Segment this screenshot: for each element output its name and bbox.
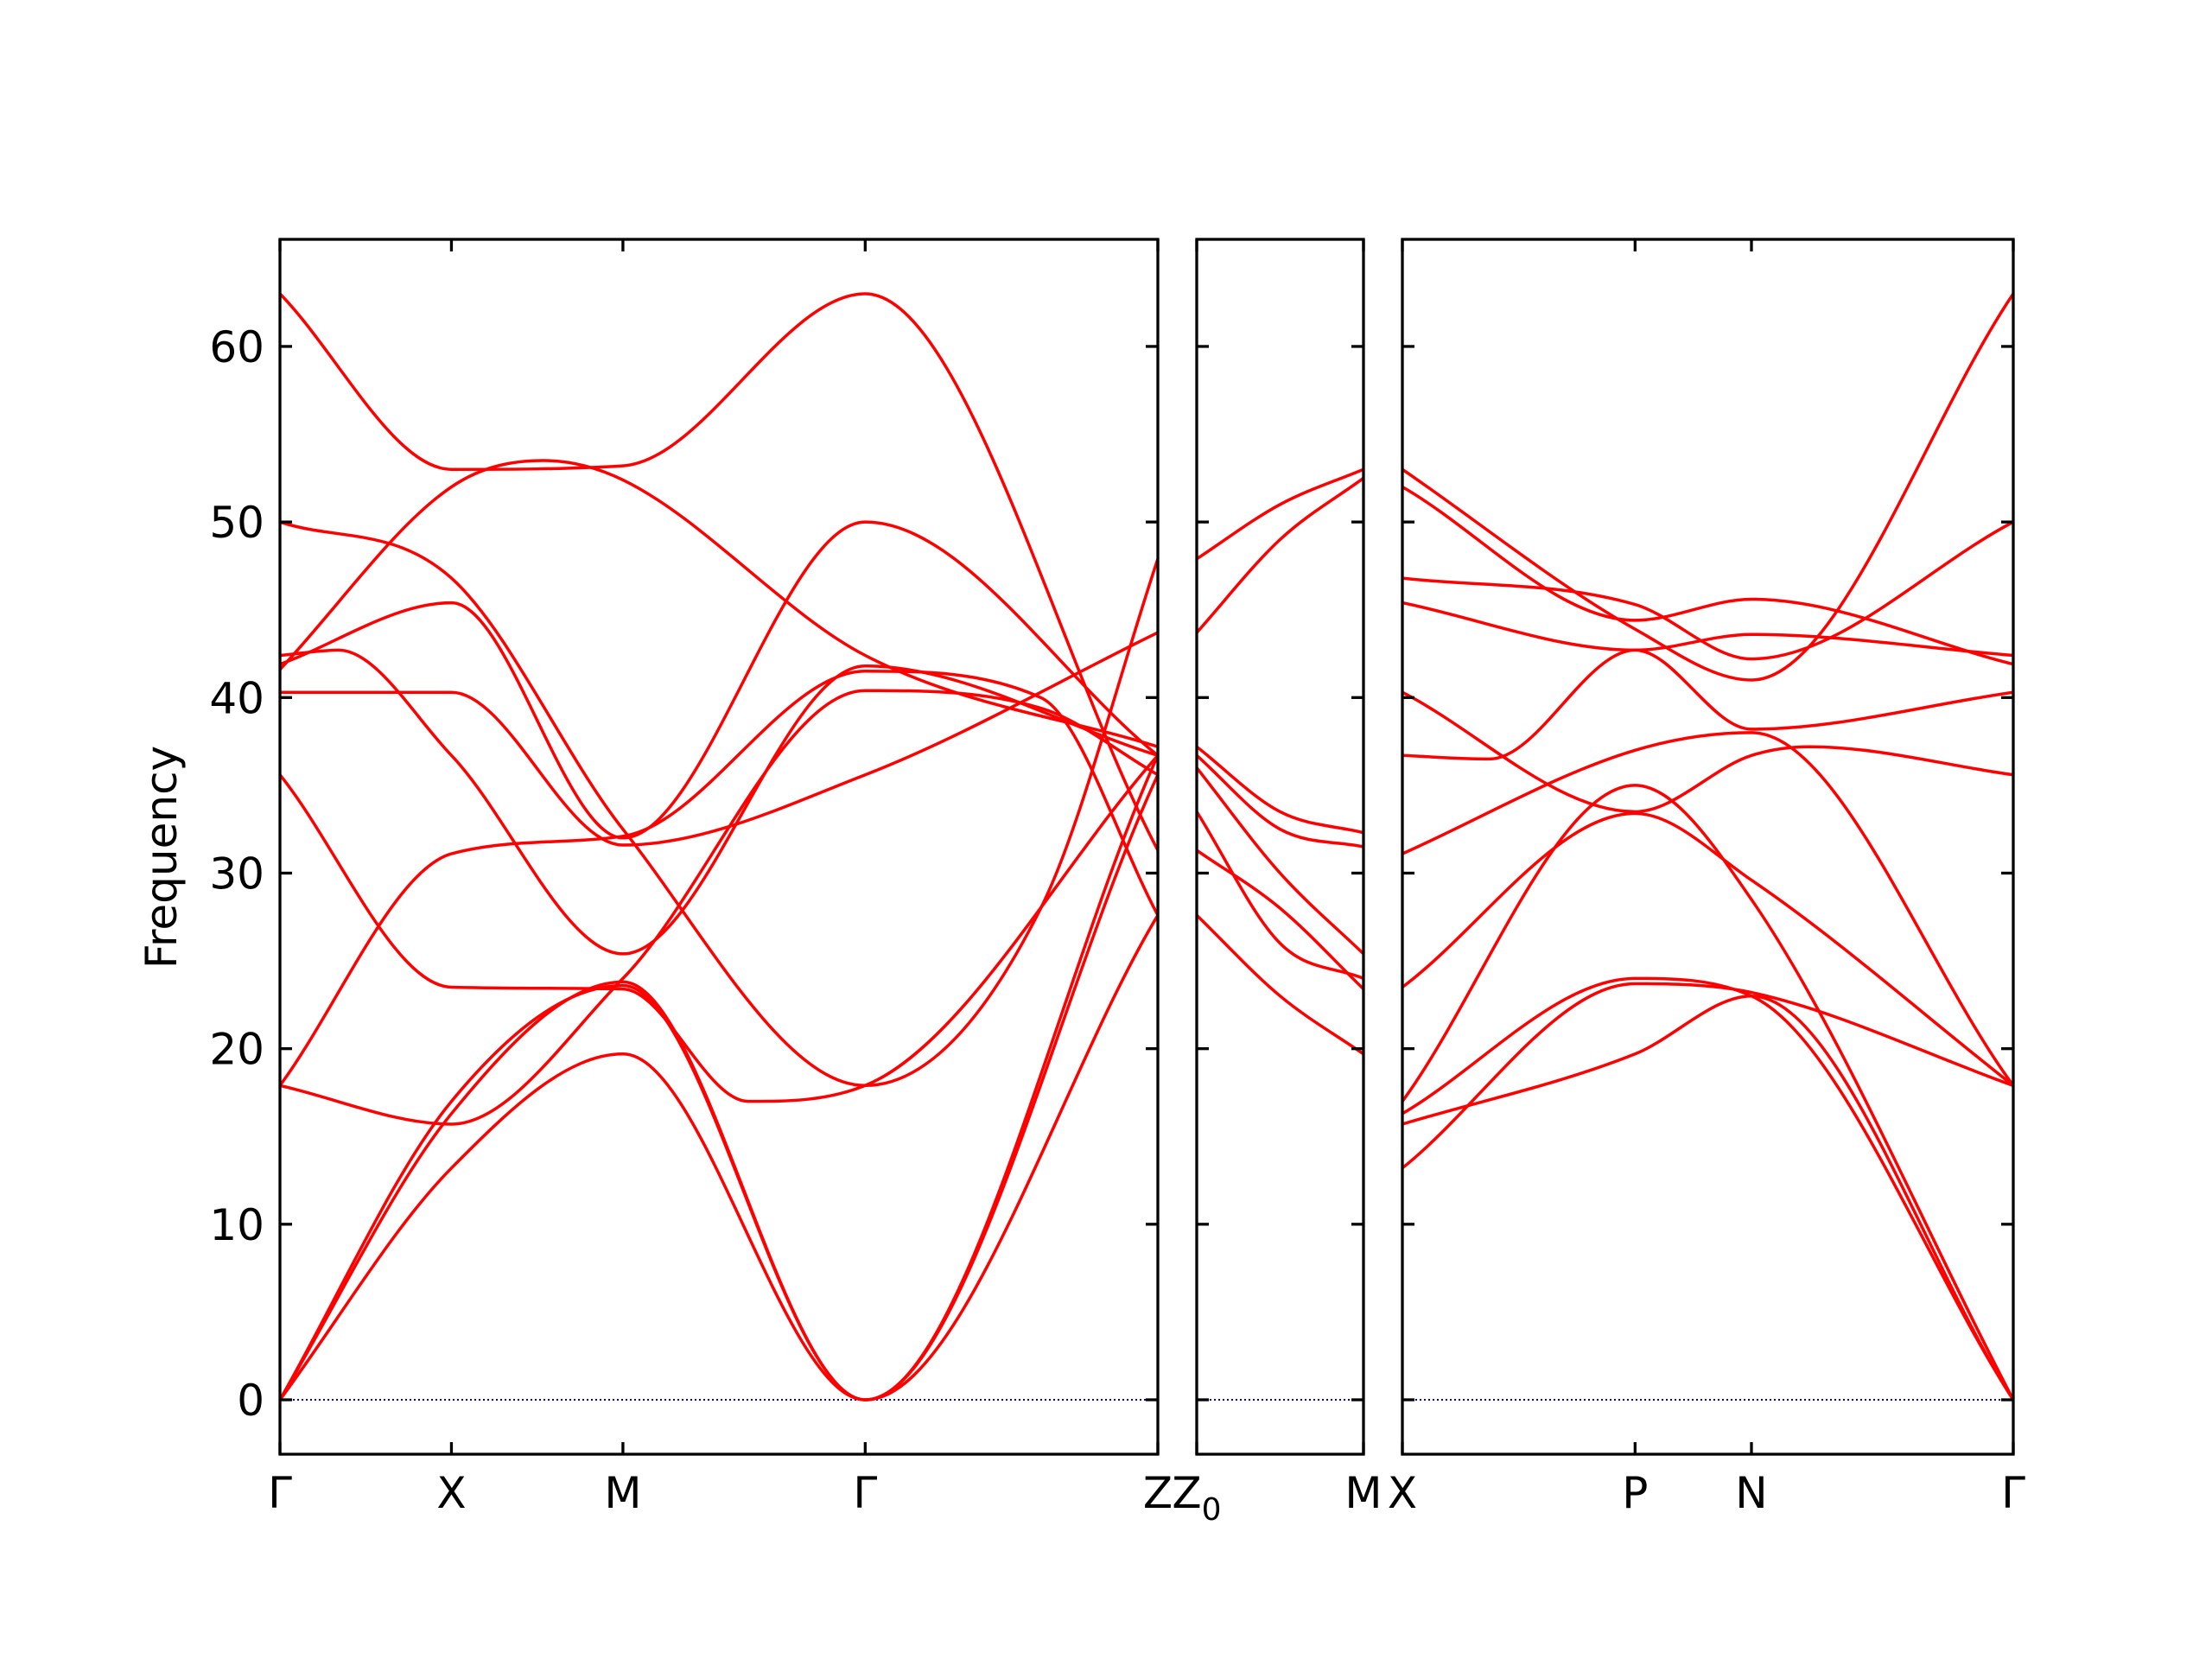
band-line-7 <box>280 754 1158 1103</box>
band-line-11 <box>280 773 1158 1402</box>
x-tick-label: M <box>1344 1468 1382 1518</box>
x-tick-label: N <box>1735 1468 1767 1518</box>
band-line-3 <box>1402 520 2013 661</box>
band-line-6 <box>280 631 1158 847</box>
y-tick-label: 40 <box>209 673 264 723</box>
band-line-2 <box>1197 476 1363 634</box>
band-line-3 <box>1197 745 1363 835</box>
x-tick-label: Z0 <box>1172 1468 1221 1528</box>
x-tick-label: Γ <box>268 1468 292 1518</box>
x-tick-label: P <box>1622 1468 1648 1518</box>
panel-2: Z0 M <box>1172 238 1382 1528</box>
band-line-7 <box>1197 849 1363 990</box>
band-line-7 <box>1402 731 2013 1087</box>
y-tick-label: 30 <box>209 849 264 899</box>
band-line-5 <box>1197 766 1363 956</box>
x-tick-label: X <box>1388 1468 1417 1518</box>
band-line-10 <box>1402 976 2013 1401</box>
band-line-6 <box>1402 648 2013 761</box>
band-line-8 <box>1402 811 2013 1087</box>
y-tick-label: 60 <box>209 322 264 372</box>
y-axis-label: Frequency <box>137 746 187 969</box>
band-line-8 <box>280 670 1158 1087</box>
panel-frame <box>1401 238 2015 1456</box>
band-line-4 <box>280 520 1158 840</box>
panel-frame <box>278 238 1160 1456</box>
band-line-5 <box>1402 690 2013 814</box>
x-tick-label: M <box>604 1468 641 1518</box>
band-line-5 <box>280 648 1158 956</box>
y-tick-label: 20 <box>209 1025 264 1075</box>
y-tick-label: 50 <box>209 498 264 548</box>
band-line-1 <box>1197 467 1363 561</box>
band-line-4 <box>1402 601 2013 658</box>
band-line-8 <box>1197 913 1363 1056</box>
band-line-2 <box>280 459 1158 748</box>
bands <box>280 292 1158 1402</box>
band-line-6 <box>1197 810 1363 981</box>
x-tick-label: Γ <box>853 1468 877 1518</box>
band-line-1 <box>1402 293 2013 682</box>
band-line-12 <box>1402 982 2013 1170</box>
x-tick-label: Γ <box>2001 1468 2025 1518</box>
panel-1: 0 10 20 30 40 50 60 Γ X M Γ Z <box>209 238 1173 1518</box>
bands <box>1402 293 2013 1401</box>
bands <box>1197 467 1363 1056</box>
x-tick-label: Z <box>1143 1468 1173 1518</box>
x-tick-label: X <box>436 1468 466 1518</box>
band-line-4 <box>1197 753 1363 849</box>
panel-frame <box>1195 238 1365 1456</box>
band-line-11 <box>1402 994 2013 1401</box>
band-line-12 <box>280 914 1158 1402</box>
band-line-2 <box>1402 485 2013 666</box>
band-line-9 <box>280 689 1158 1126</box>
band-line-3 <box>280 520 1158 1088</box>
band-line-1 <box>280 292 1158 851</box>
y-tick-label: 10 <box>209 1200 264 1250</box>
y-tick-label: 0 <box>237 1376 264 1426</box>
band-line-9 <box>1402 784 2013 1401</box>
